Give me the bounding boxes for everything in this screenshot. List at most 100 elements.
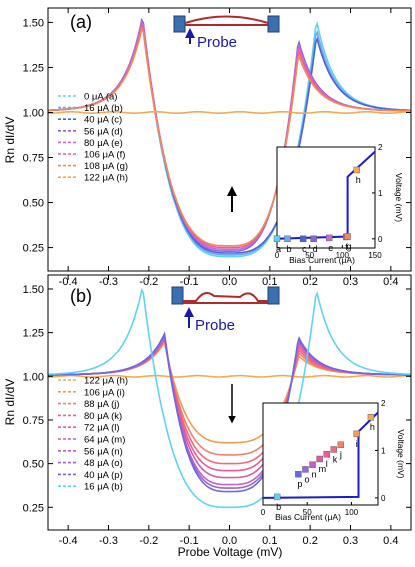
panel-b-schematic: Probe [171, 286, 280, 334]
y-tick-label: 1.00 [23, 371, 44, 383]
legend-entry: 88 μA (j) [84, 399, 120, 410]
inset-y-tick-label: 0 [381, 494, 386, 503]
x-tick-label: 0.2 [303, 535, 318, 547]
inset-frame [276, 146, 376, 249]
x-tick-label: -0.3 [99, 276, 118, 288]
legend-entry: 64 μA (m) [84, 435, 125, 446]
inset-x-tick-label: 100 [345, 508, 359, 517]
panel-a-legend: 0 μA (a)16 μA (b)40 μA (c)56 μA (d)80 μA… [58, 92, 128, 184]
y-tick-label: 1.25 [23, 328, 44, 340]
legend-entry: 0 μA (a) [84, 92, 117, 103]
inset-marker [310, 235, 317, 243]
panel-b-curves [48, 287, 412, 509]
inset-y-tick-label: 0 [378, 235, 383, 244]
y-tick-label: 0.50 [23, 198, 44, 210]
inset-marker-label: a [276, 244, 281, 254]
legend-entry: 106 μA (i) [84, 387, 125, 398]
x-tick-label: 0.2 [303, 276, 318, 288]
panel-b-inset: b p o nm l k j i h 0 50 100 0 1 2 Bias Current (μA) Volt… [261, 399, 406, 522]
panel-a: -0.4 -0.3 -0.2 -0.1 0.0 0.1 0.2 0.3 0.4 0.25 0.50 0… [3, 7, 412, 288]
inset-marker [273, 235, 281, 243]
x-axis-label: Probe Voltage (mV) [178, 545, 283, 559]
y-tick-label: 0.25 [23, 502, 44, 514]
x-tick-label: -0.3 [99, 535, 118, 547]
inset-marker-label: o [304, 474, 309, 484]
y-tick-label: 0.75 [23, 153, 44, 165]
inset-marker [302, 466, 309, 473]
legend-entry: 122 μA (h) [84, 376, 128, 387]
panel-b-ticks: -0.4 -0.3 -0.2 -0.1 0.0 0.1 0.2 0.3 0.4 0.25 0.50 0… [23, 275, 411, 547]
series-line-8 [48, 331, 412, 493]
inset-marker-label: f [345, 242, 348, 252]
x-tick-label: 0.3 [343, 535, 358, 547]
inset-marker [323, 451, 330, 458]
panel-b-label: (b) [70, 286, 92, 306]
x-tick-label: 0.1 [262, 276, 277, 288]
inset-marker-label: d [313, 244, 318, 254]
electrode-left-icon [171, 286, 184, 305]
y-tick-label: 1.25 [23, 62, 44, 74]
y-tick-label: 0.75 [23, 415, 44, 427]
y-tick-label: 0.25 [23, 243, 44, 255]
series-line-0 [48, 374, 411, 378]
y-tick-label: 1.50 [23, 17, 44, 29]
inset-marker [353, 430, 360, 438]
inset-marker-label: c [302, 244, 307, 254]
inset-iv-curve [262, 411, 379, 499]
inset-marker [337, 441, 345, 448]
legend-entry: 56 μA (n) [84, 446, 123, 457]
legend-entry: 40 μA (p) [84, 470, 123, 481]
legend-entry: 48 μA (o) [84, 458, 123, 469]
panel-a-inset: a b c d e fg h 0 50 100 150 0 1 2 Bias Current (μA) Vol… [273, 143, 404, 265]
legend-entry: 122 μA (h) [84, 173, 128, 184]
inset-x-tick-label: 50 [305, 251, 314, 260]
legend-entry: 72 μA (l) [84, 423, 120, 434]
panel-b-probe-label: Probe [195, 317, 235, 334]
x-tick-label: -0.1 [180, 535, 199, 547]
legend-entry: 80 μA (k) [84, 411, 122, 422]
x-tick-label: -0.1 [180, 276, 199, 288]
legend-entry: 16 μA (b) [84, 103, 123, 114]
inset-marker-label: n [312, 470, 317, 480]
inset-marker-label: g [347, 242, 352, 252]
x-tick-label: 0.1 [262, 535, 277, 547]
x-tick-label: 0.0 [222, 535, 237, 547]
inset-marker-label: j [339, 450, 342, 460]
inset-xlabel: Bias Current (μA) [289, 255, 355, 265]
panel-a-probe-label: Probe [197, 34, 237, 51]
x-tick-label: -0.4 [59, 535, 78, 547]
x-tick-label: 0.4 [383, 535, 398, 547]
panel-b-ylabel: Rn dI/dV [3, 379, 17, 426]
x-tick-label: 0.3 [343, 276, 358, 288]
series-line-6 [47, 26, 412, 247]
inset-marker-label: b [276, 502, 281, 512]
inset-xlabel: Bias Current (μA) [275, 512, 341, 522]
inset-marker [326, 234, 333, 242]
inset-x-tick-label: 0 [261, 508, 266, 517]
panel-a-label: (a) [70, 12, 92, 32]
inset-y-tick-label: 2 [381, 399, 386, 408]
y-tick-label: 1.50 [23, 284, 44, 296]
series-line-7 [48, 111, 411, 114]
x-tick-label: 0.0 [222, 276, 237, 288]
inset-marker [309, 461, 316, 468]
panel-a-schematic: Probe [173, 15, 280, 51]
inset-marker [299, 235, 307, 243]
wire-icon [184, 15, 269, 24]
inset-frame [262, 402, 379, 506]
inset-x-tick-label: 50 [303, 508, 312, 517]
inset-marker-label: h [356, 175, 361, 185]
panel-a-curves [47, 17, 412, 258]
inset-x-tick-label: 150 [368, 251, 382, 260]
inset-y-tick-label: 1 [378, 189, 383, 198]
inset-marker-label: l [326, 459, 328, 469]
legend-entry: 108 μA (g) [84, 161, 128, 172]
inset-marker [330, 446, 337, 453]
x-tick-label: -0.2 [139, 535, 158, 547]
inset-y-tick-label: 1 [381, 446, 386, 455]
inset-marker [295, 470, 302, 478]
inset-marker [284, 235, 291, 243]
inset-marker [316, 455, 323, 463]
x-tick-label: -0.2 [139, 276, 158, 288]
